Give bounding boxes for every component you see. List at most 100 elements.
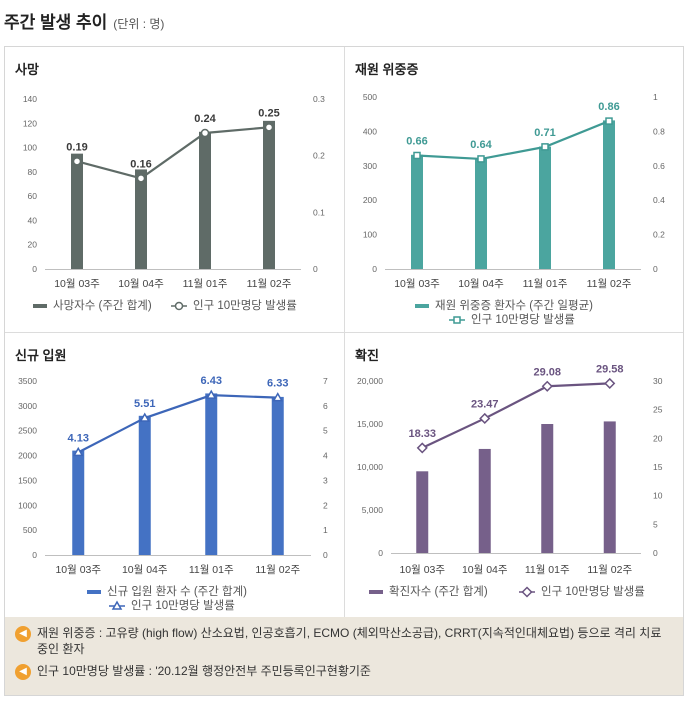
y2-tick-label: 0 — [653, 264, 658, 274]
y-tick-label: 120 — [23, 118, 37, 128]
note-text: 인구 10만명당 발생률 : '20.12월 행정안전부 주민등록인구현황기준 — [37, 664, 371, 678]
line-point — [521, 586, 533, 598]
line-point — [264, 123, 274, 132]
x-tick-label: 11월 01주 — [525, 564, 570, 576]
y2-tick-label: 2 — [323, 500, 328, 510]
chart-title-deaths: 사망 — [15, 62, 39, 77]
data-label: 18.33 — [408, 428, 436, 440]
y-tick-label: 10,000 — [357, 462, 383, 472]
y-tick-label: 400 — [363, 126, 377, 136]
chart-title-admissions: 신규 입원 — [15, 348, 67, 363]
chart-title-critical: 재원 위중증 — [355, 62, 419, 77]
confirmed-chart: 0 5,000 10,000 15,000 20,000 0 5 10 15 20 25 30 10월 … — [357, 363, 663, 598]
line-point — [200, 128, 210, 138]
y-tick-label: 80 — [28, 167, 38, 177]
y-tick-label: 2500 — [18, 426, 37, 436]
bar — [416, 471, 429, 553]
y-tick-label: 0 — [372, 264, 377, 274]
data-label: 0.86 — [598, 101, 619, 113]
bar — [271, 396, 284, 555]
y-tick-label: 100 — [23, 143, 37, 153]
bar — [411, 154, 423, 269]
y-tick-label: 2000 — [18, 451, 37, 461]
series-line — [421, 382, 610, 449]
line-point — [205, 389, 217, 399]
line-point — [136, 174, 146, 183]
y2-tick-label: 0 — [323, 550, 328, 560]
note-item: ◀ 재원 위중증 : 고유량 (high flow) 산소요법, 인공호흡기, … — [15, 625, 673, 657]
bar — [263, 120, 275, 269]
y-tick-label: 20 — [28, 240, 38, 250]
y2-tick-label: 0.3 — [313, 94, 325, 104]
legend-label: 인구 10만명당 발생률 — [541, 585, 645, 598]
chart-panel-confirmed: 0 5,000 10,000 15,000 20,000 0 5 10 15 20 25 30 10월 … — [345, 333, 683, 617]
chart-panel-critical: 0 100 200 300 400 500 0 0.2 0.4 0.6 0.8 1 10월 03주 10월… — [345, 47, 683, 333]
y2-tick-label: 20 — [653, 433, 663, 443]
x-tick-label: 11월 02주 — [255, 564, 300, 576]
line-point — [541, 143, 549, 151]
line-point — [416, 442, 428, 454]
bar — [72, 450, 85, 555]
legend-label: 재원 위중증 환자수 (주간 일평균) — [435, 298, 593, 312]
series-line — [77, 394, 278, 454]
admissions-chart: 0 500 1000 1500 2000 2500 3000 3500 0 1 2 3 4 5 6 7 10월 … — [18, 375, 328, 612]
legend-label: 신규 입원 환자 수 (주간 합계) — [107, 584, 247, 598]
x-tick-label: 10월 04주 — [118, 278, 164, 290]
bar — [603, 120, 615, 269]
data-label: 6.43 — [201, 375, 222, 387]
critical-chart: 0 100 200 300 400 500 0 0.2 0.4 0.6 0.8 1 10월 03주 10월… — [363, 92, 665, 326]
data-label: 0.24 — [194, 113, 216, 125]
bar — [71, 153, 83, 269]
y2-tick-label: 0 — [653, 548, 658, 558]
bar — [205, 393, 218, 555]
legend-label: 인구 10만명당 발생률 — [471, 313, 575, 326]
y2-tick-label: 0.8 — [653, 126, 665, 136]
line-point — [604, 377, 616, 389]
line-point — [72, 157, 82, 166]
page-title: 주간 발생 추이 — [4, 13, 108, 32]
y-tick-label: 1500 — [18, 475, 37, 485]
line-point — [413, 151, 421, 160]
y-tick-label: 40 — [28, 215, 38, 225]
speaker-icon: ◀ — [15, 664, 31, 680]
y-tick-label: 500 — [23, 525, 37, 535]
line-point — [605, 117, 613, 125]
y2-tick-label: 4 — [323, 451, 328, 461]
y2-tick-label: 0.2 — [653, 230, 665, 240]
legend-label: 인구 10만명당 발생률 — [193, 299, 297, 312]
series-line — [416, 120, 610, 161]
bar — [539, 146, 551, 269]
y2-tick-label: 10 — [653, 491, 663, 501]
y2-tick-label: 6 — [323, 401, 328, 411]
note-text: 재원 위중증 : 고유량 (high flow) 산소요법, 인공호흡기, EC… — [37, 626, 662, 656]
line-point — [453, 316, 461, 324]
y2-tick-label: 30 — [653, 376, 663, 386]
y2-tick-label: 1 — [323, 525, 328, 535]
legend-label: 사망자수 (주간 합계) — [53, 299, 152, 312]
bar — [541, 424, 554, 553]
y2-tick-label: 5 — [653, 519, 658, 529]
bar — [135, 169, 147, 269]
legend-swatch-bar — [369, 590, 383, 594]
x-tick-label: 10월 04주 — [122, 564, 168, 576]
data-label: 0.16 — [130, 158, 151, 170]
y-tick-label: 20,000 — [357, 376, 383, 386]
x-tick-label: 11월 01주 — [183, 278, 228, 290]
line-point — [272, 392, 284, 402]
chart-panel-deaths: 0 20 40 60 80 100 120 140 0 0.1 0.2 0.3 10월 03주 10월 0… — [5, 47, 345, 333]
line-point — [479, 412, 491, 424]
bar — [478, 448, 491, 553]
series-line — [76, 126, 270, 180]
y2-tick-label: 0 — [313, 264, 318, 274]
y-tick-label: 15,000 — [357, 419, 383, 429]
section-header: 주간 발생 추이 (단위 : 명) — [4, 8, 164, 38]
line-point — [72, 446, 84, 457]
data-label: 0.66 — [406, 135, 427, 147]
x-tick-label: 11월 02주 — [587, 278, 632, 290]
x-tick-label: 10월 03주 — [399, 564, 445, 576]
y2-tick-label: 0.1 — [313, 207, 325, 217]
data-label: 29.08 — [533, 366, 561, 378]
legend-swatch-bar — [87, 590, 101, 594]
legend-swatch-bar — [33, 304, 47, 308]
x-tick-label: 10월 04주 — [462, 564, 508, 576]
